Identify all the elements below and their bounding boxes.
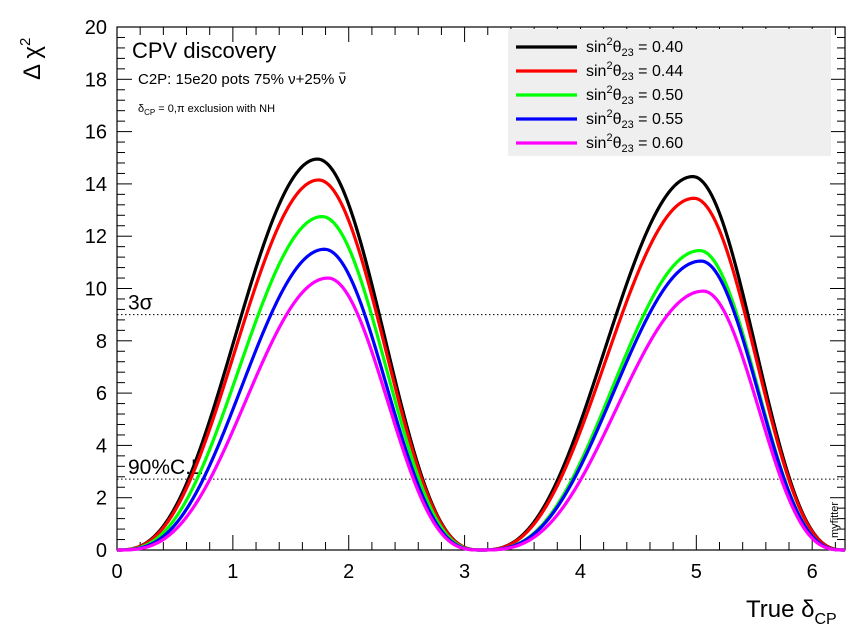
y-tick-label: 12 [85, 226, 107, 248]
legend-entry-part: = 0.40 [634, 39, 683, 56]
x-axis-title-base: True δ [746, 596, 814, 623]
annotation-exclusion: δCP = 0,π exclusion with NH [138, 103, 275, 117]
watermark: myfitter [829, 502, 841, 538]
legend-entry: sin2θ23 = 0.60 [586, 132, 683, 155]
legend-entry-part: 23 [621, 119, 633, 131]
legend-entry-part: sin [586, 63, 606, 80]
legend-entry-part: sin [586, 87, 606, 104]
annotation-exposure: C2P: 15e20 pots 75% ν+25% ν [138, 71, 346, 88]
series-lines [117, 157, 846, 552]
legend-entry-part: 23 [621, 71, 633, 83]
x-axis-title: True δCP [746, 596, 837, 628]
x-tick-label: 3 [459, 561, 470, 583]
x-tick-label: 4 [575, 561, 586, 583]
y-tick-label: 0 [96, 540, 107, 562]
annotation-nubar: ν [339, 71, 347, 88]
legend-entry-part: sin [586, 135, 606, 152]
series-line-0.55 [117, 247, 845, 552]
x-axis-title-sub: CP [814, 611, 836, 628]
legend-entry-part: 2 [606, 36, 612, 48]
annotation-plus: +25% [296, 71, 339, 88]
legend-entry-part: θ [613, 87, 622, 104]
legend-box [508, 29, 831, 156]
x-tick-label: 0 [111, 561, 122, 583]
annotation-exposure-prefix: C2P: 15e20 pots 75% [138, 71, 288, 88]
legend-entry-part: 2 [606, 132, 612, 144]
y-tick-label: 16 [85, 122, 107, 144]
legend-entry-part: = 0.44 [634, 63, 683, 80]
y-tick-label: 18 [85, 69, 107, 91]
y-tick-label: 4 [96, 435, 107, 457]
y-tick-label: 6 [96, 383, 107, 405]
x-tick-label: 6 [807, 561, 818, 583]
y-tick-label: 20 [85, 17, 107, 39]
annotation-title: CPV discovery [132, 38, 276, 63]
y-tick-label: 2 [96, 488, 107, 510]
x-tick-label: 2 [343, 561, 354, 583]
reference-line-label: 90%C.L. [128, 456, 209, 479]
legend-entry-part: 23 [621, 143, 633, 155]
reference-line-label: 3σ [128, 292, 153, 315]
legend-entry-part: = 0.50 [634, 87, 683, 104]
legend-entry-part: 2 [606, 60, 612, 72]
y-tick-label: 10 [85, 279, 107, 301]
legend-entry-part: sin [586, 39, 606, 56]
legend-entry-part: 2 [606, 108, 612, 120]
legend-entry-part: θ [613, 135, 622, 152]
legend-entry: sin2θ23 = 0.44 [586, 60, 683, 83]
x-tick-label: 5 [691, 561, 702, 583]
legend-entry-part: 23 [621, 47, 633, 59]
series-line-0.40 [117, 157, 846, 552]
legend-entry-part: = 0.55 [634, 111, 683, 128]
legend-entry: sin2θ23 = 0.55 [586, 108, 683, 131]
legend-entry-part: 23 [621, 95, 633, 107]
legend-entry: sin2θ23 = 0.40 [586, 36, 683, 59]
x-tick-label: 1 [227, 561, 238, 583]
annotation-nu: ν [288, 71, 296, 88]
y-tick-label: 14 [85, 174, 107, 196]
y-axis-title-sup: 2 [17, 38, 34, 46]
y-axis-title-base: Δ χ [19, 46, 46, 80]
legend-entry-part: θ [613, 111, 622, 128]
legend-entry-part: 2 [606, 84, 612, 96]
legend-entry-part: = 0.60 [634, 135, 683, 152]
series-line-0.60 [117, 276, 845, 552]
annotation-exclusion-delta: δ [138, 103, 144, 115]
legend-entry-part: θ [613, 39, 622, 56]
legend-entry: sin2θ23 = 0.50 [586, 84, 683, 107]
legend-entry-part: θ [613, 63, 622, 80]
reference-lines: 3σ 90%C.L. [117, 292, 845, 480]
legend-entry-part: sin [586, 111, 606, 128]
y-axis-title: Δ χ2 [17, 38, 46, 80]
y-tick-label: 8 [96, 331, 107, 353]
annotation-exclusion-rest: = 0,π exclusion with NH [155, 103, 275, 115]
annotation-exclusion-sub: CP [144, 108, 155, 117]
